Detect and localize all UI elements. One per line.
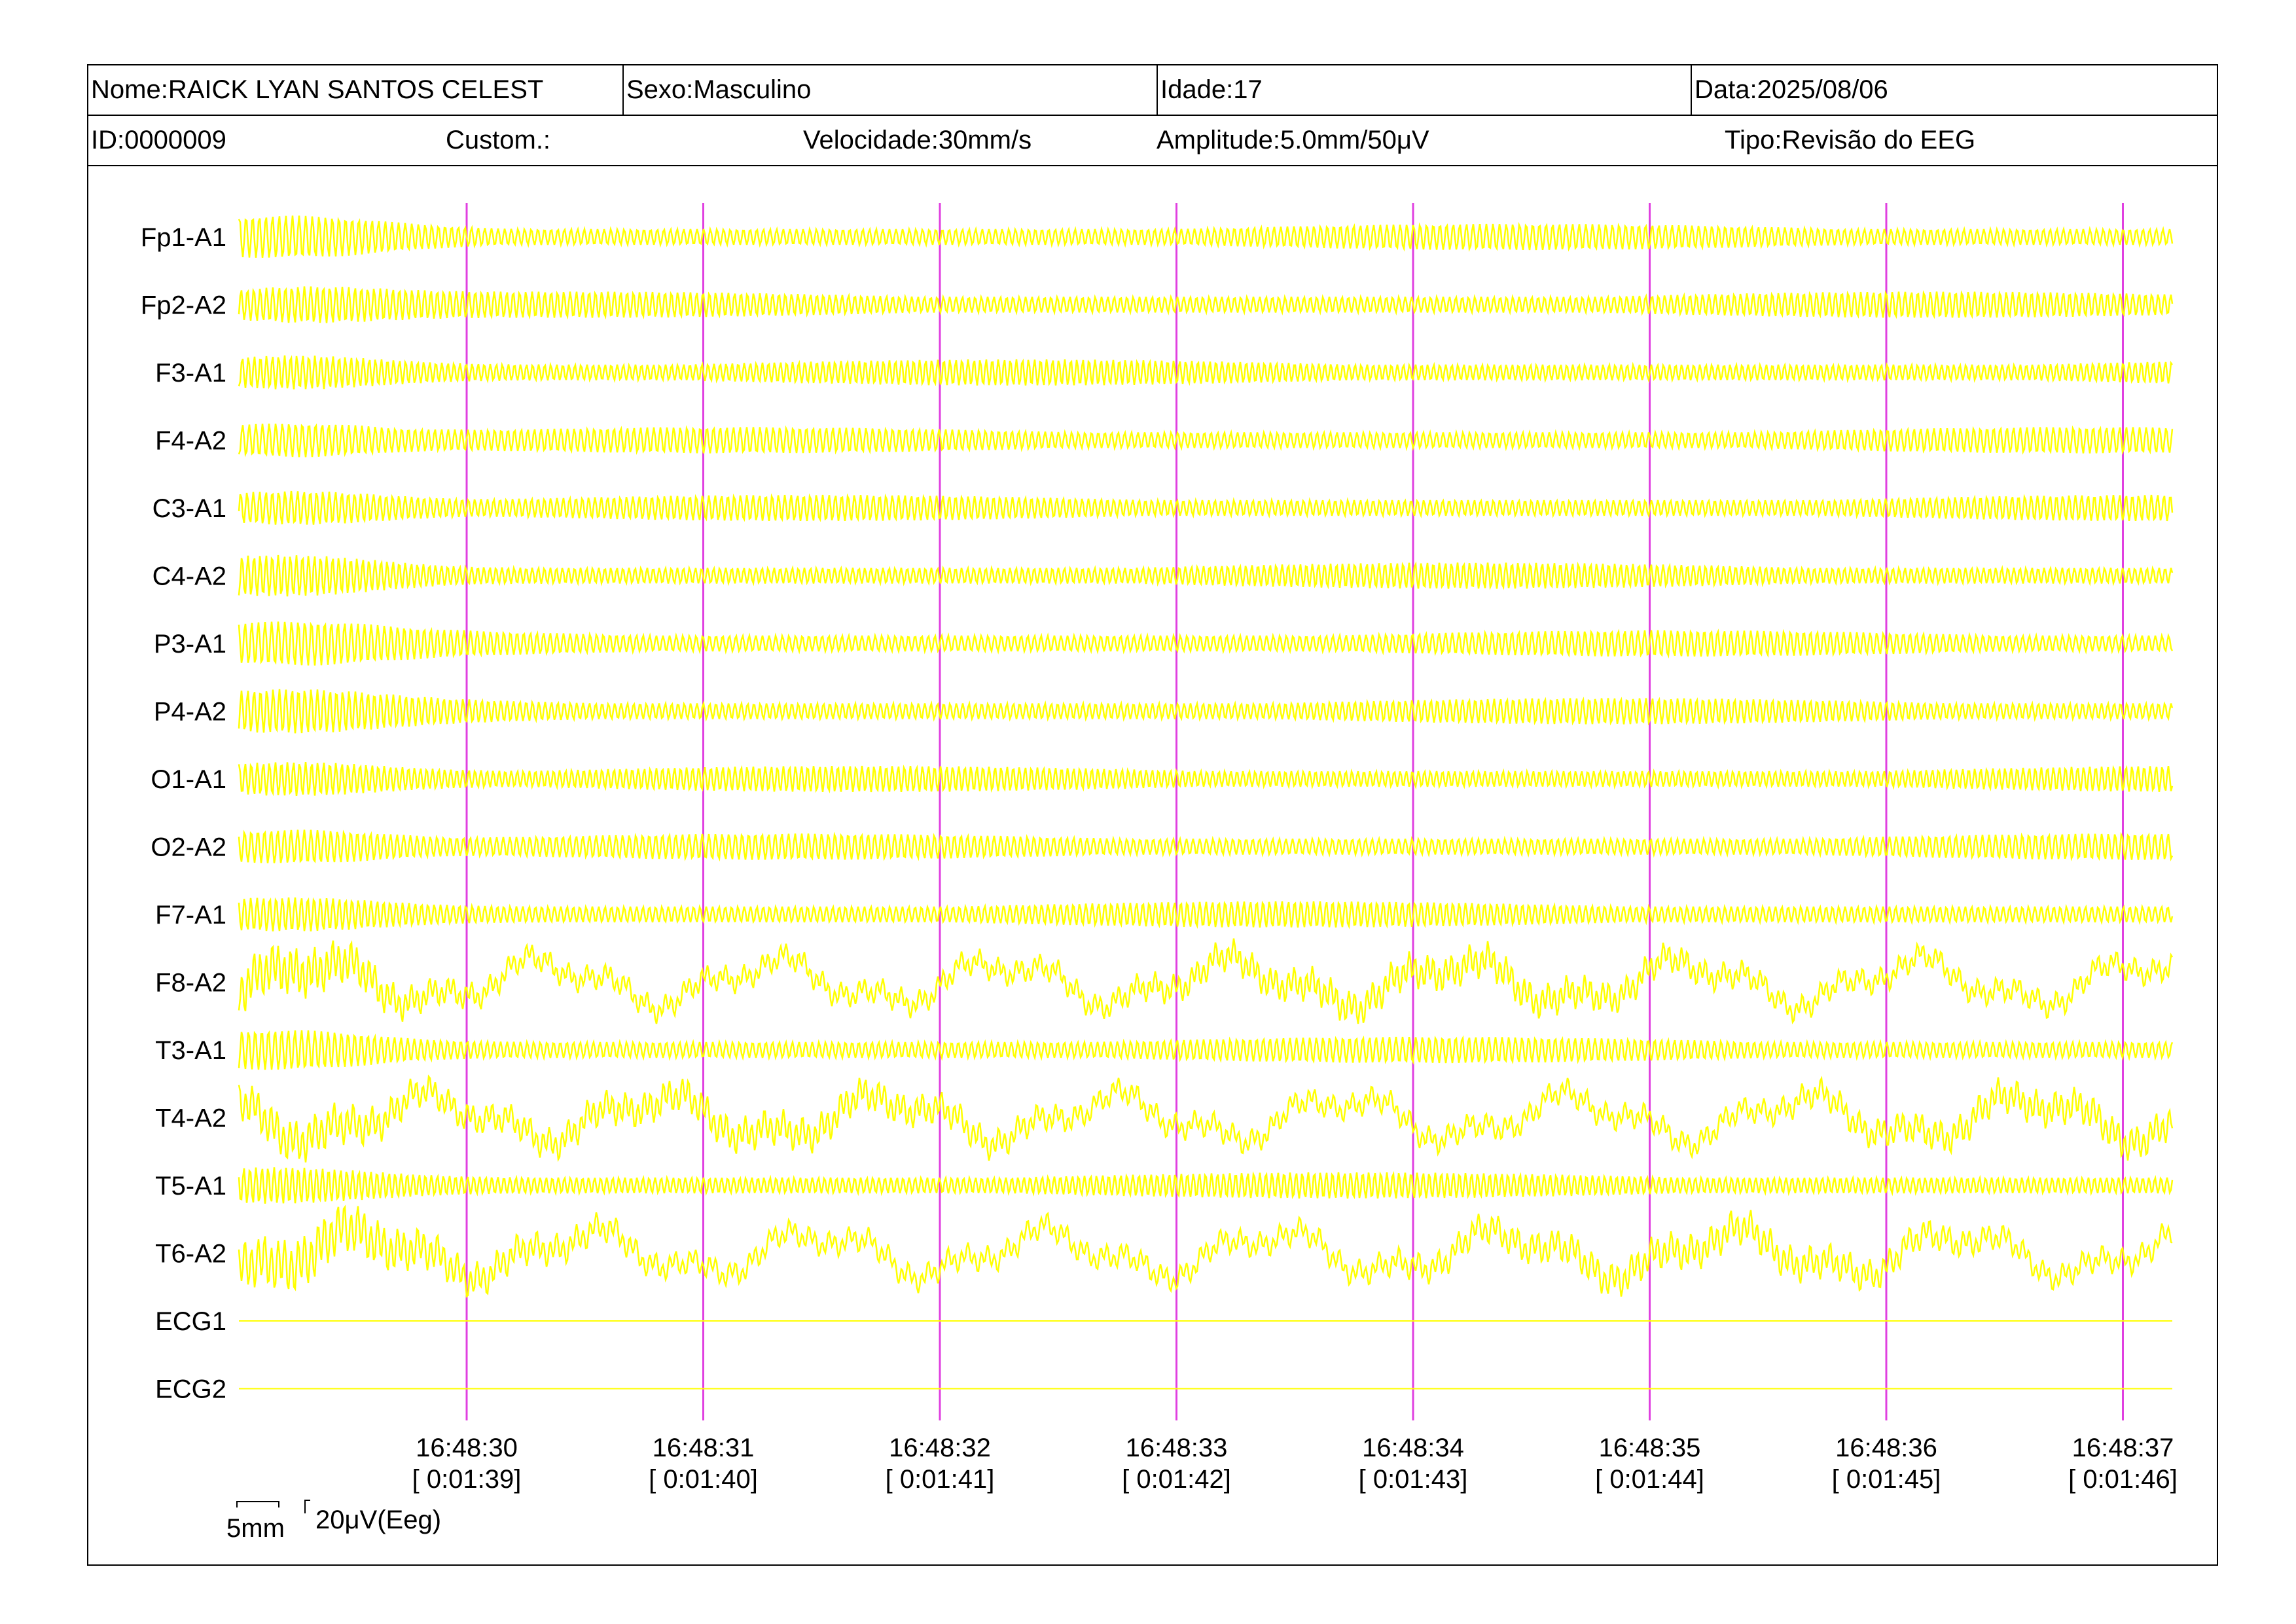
- exam-date: Data:2025/08/06: [1691, 65, 2217, 115]
- review-type: Tipo:Revisão do EEG: [1725, 126, 1976, 154]
- channel-label: T4-A2: [155, 1104, 226, 1133]
- patient-id: ID:0000009: [91, 126, 226, 154]
- time-clock-label: 16:48:31: [653, 1434, 755, 1462]
- channel-label: Fp2-A2: [141, 291, 226, 320]
- time-labels: 16:48:30 [ 0:01:39] 16:48:31 [ 0:01:40] 16:4…: [412, 1434, 2178, 1494]
- channel-label: F7-A1: [155, 901, 226, 929]
- time-clock-label: 16:48:36: [1835, 1434, 1937, 1462]
- custom-field: Custom.:: [446, 126, 551, 154]
- channel-label: Fp1-A1: [141, 223, 226, 252]
- time-elapsed-label: [ 0:01:45]: [1832, 1465, 1941, 1494]
- time-elapsed-label: [ 0:01:46]: [2068, 1465, 2178, 1494]
- header-row-1: Nome:RAICK LYAN SANTOS CELEST Sexo:Mascu…: [88, 65, 2217, 116]
- header-row-2: ID:0000009 Custom.: Velocidade:30mm/s Am…: [88, 116, 2217, 166]
- time-elapsed-label: [ 0:01:41]: [886, 1465, 995, 1494]
- time-clock-label: 16:48:33: [1126, 1434, 1228, 1462]
- eeg-trace: [238, 829, 2174, 864]
- time-elapsed-label: [ 0:01:44]: [1595, 1465, 1704, 1494]
- amp-scale-bracket: [304, 1500, 310, 1513]
- eeg-trace: [238, 490, 2174, 525]
- eeg-trace: [238, 1030, 2174, 1070]
- channel-label: ECG1: [155, 1307, 226, 1336]
- channel-label: T6-A2: [155, 1240, 226, 1269]
- patient-age: Idade:17: [1157, 65, 1691, 115]
- time-clock-label: 16:48:32: [889, 1434, 991, 1462]
- time-elapsed-label: [ 0:01:42]: [1122, 1465, 1231, 1494]
- time-scale-label: 5mm: [226, 1514, 285, 1543]
- channel-label: O2-A2: [151, 833, 226, 862]
- eeg-trace: [238, 423, 2174, 458]
- eeg-trace: [238, 621, 2174, 666]
- channel-label: T3-A1: [155, 1036, 226, 1065]
- amplitude-setting: Amplitude:5.0mm/50μV: [1157, 126, 1429, 154]
- channel-label: P3-A1: [154, 630, 226, 659]
- amp-scale-label: 20μV(Eeg): [315, 1506, 441, 1534]
- eeg-trace: [238, 554, 2174, 597]
- eeg-traces: [238, 215, 2174, 1390]
- eeg-trace: [238, 215, 2174, 258]
- time-elapsed-label: [ 0:01:40]: [649, 1465, 758, 1494]
- patient-sex: Sexo:Masculino: [622, 65, 1157, 115]
- eeg-trace: [238, 1204, 2173, 1298]
- eeg-trace: [238, 689, 2174, 734]
- scale-bar: 5mm 20μV(Eeg): [226, 1500, 441, 1543]
- eeg-trace: [238, 761, 2174, 797]
- eeg-trace: [238, 355, 2174, 389]
- channel-label: C4-A2: [152, 562, 226, 591]
- eeg-report: Nome:RAICK LYAN SANTOS CELEST Sexo:Mascu…: [87, 64, 2218, 1566]
- time-clock-label: 16:48:35: [1599, 1434, 1701, 1462]
- time-clock-label: 16:48:34: [1362, 1434, 1464, 1462]
- channel-label: ECG2: [155, 1375, 226, 1404]
- channel-label: F4-A2: [155, 427, 226, 456]
- channel-labels: Fp1-A1 Fp2-A2 F3-A1 F4-A2 C3-A1 C4-A2 P3-A1 P4-…: [141, 223, 226, 1404]
- second-markers: [465, 203, 2124, 1420]
- time-clock-label: 16:48:37: [2072, 1434, 2174, 1462]
- channel-label: O1-A1: [151, 765, 226, 794]
- speed-setting: Velocidade:30mm/s: [803, 126, 1032, 154]
- eeg-trace: [238, 938, 2174, 1024]
- channel-label: F8-A2: [155, 969, 226, 998]
- time-scale-bracket: [236, 1501, 279, 1507]
- channel-label: P4-A2: [154, 698, 226, 727]
- channel-label: F3-A1: [155, 359, 226, 388]
- time-elapsed-label: [ 0:01:39]: [412, 1465, 522, 1494]
- eeg-trace: [238, 1167, 2174, 1204]
- time-clock-label: 16:48:30: [416, 1434, 518, 1462]
- eeg-trace: [238, 286, 2174, 323]
- channel-label: C3-A1: [152, 494, 226, 523]
- time-elapsed-label: [ 0:01:43]: [1359, 1465, 1468, 1494]
- patient-name: Nome:RAICK LYAN SANTOS CELEST: [91, 75, 544, 104]
- channel-label: T5-A1: [155, 1172, 226, 1200]
- eeg-trace: [238, 897, 2174, 931]
- eeg-trace: [238, 1074, 2174, 1163]
